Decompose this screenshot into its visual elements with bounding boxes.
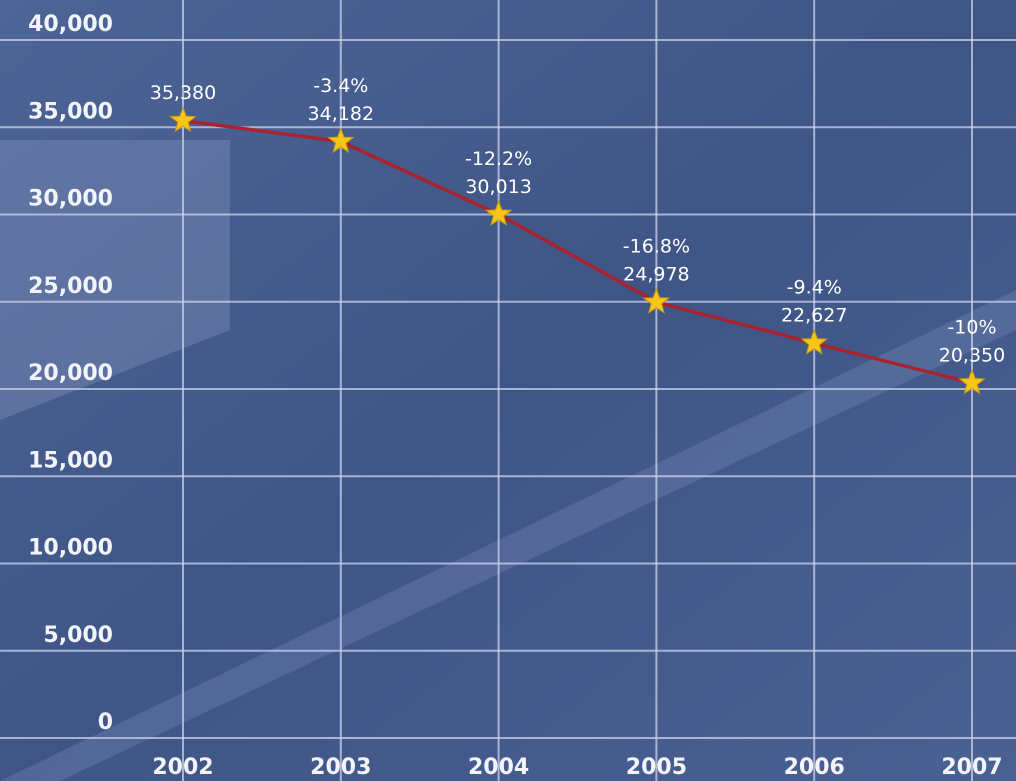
marker — [484, 199, 513, 226]
x-tick-label: 2002 — [152, 755, 213, 780]
y-tick-label: 10,000 — [28, 536, 113, 561]
y-tick-label: 40,000 — [28, 12, 113, 37]
y-tick-label: 25,000 — [28, 274, 113, 299]
data-label: 22,627 — [781, 305, 847, 327]
y-tick-label: 30,000 — [28, 187, 113, 212]
x-tick-label: 2005 — [626, 755, 687, 780]
data-label: 24,978 — [623, 264, 689, 286]
annotation: -10% — [947, 316, 996, 338]
data-label: 30,013 — [465, 176, 531, 198]
x-tick-label: 2007 — [941, 755, 1002, 780]
y-tick-label: 15,000 — [28, 448, 113, 473]
y-tick-label: 5,000 — [43, 623, 113, 648]
line — [182, 118, 973, 385]
marker — [642, 287, 671, 314]
y-tick-label: 0 — [98, 710, 113, 735]
y-tick-label: 35,000 — [28, 99, 113, 124]
y-tick-label: 20,000 — [28, 361, 113, 386]
marker — [958, 368, 986, 395]
x-tick-label: 2004 — [468, 755, 529, 780]
annotation: -12.2% — [465, 148, 532, 170]
data-label: 20,350 — [939, 344, 1005, 366]
annotation: -3.4% — [313, 75, 368, 97]
data-label: 35,380 — [150, 82, 216, 104]
marker — [800, 328, 828, 355]
background-shape — [0, 290, 1016, 781]
x-tick-label: 2003 — [310, 755, 371, 780]
marker — [327, 127, 355, 154]
x-tick-label: 2006 — [784, 755, 845, 780]
data-label: 34,182 — [308, 103, 374, 125]
annotation: -9.4% — [787, 277, 842, 299]
background-shape — [0, 140, 230, 420]
annotation: -16.8% — [623, 236, 690, 258]
marker — [169, 106, 197, 133]
